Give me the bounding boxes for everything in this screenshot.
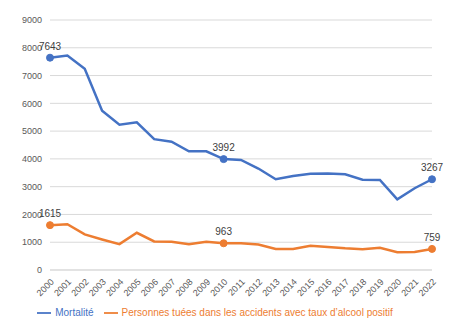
svg-text:2016: 2016 — [313, 277, 334, 298]
svg-text:2010: 2010 — [208, 277, 229, 298]
svg-text:6000: 6000 — [22, 99, 42, 109]
svg-text:2020: 2020 — [382, 277, 403, 298]
svg-text:2000: 2000 — [35, 277, 56, 298]
svg-text:2011: 2011 — [226, 277, 247, 298]
svg-text:2019: 2019 — [365, 277, 386, 298]
svg-text:759: 759 — [424, 232, 441, 243]
svg-text:2003: 2003 — [87, 277, 108, 298]
svg-text:3992: 3992 — [213, 142, 236, 153]
svg-text:2006: 2006 — [139, 277, 160, 298]
svg-text:2002: 2002 — [69, 277, 90, 298]
svg-text:2015: 2015 — [295, 277, 316, 298]
html-text:Personnes tuées dans les accid: Personnes tuées dans les accidents avec … — [121, 306, 393, 318]
svg-text:2001: 2001 — [52, 277, 73, 298]
svg-text:2014: 2014 — [278, 277, 299, 298]
svg-text:7000: 7000 — [22, 71, 42, 81]
svg-text:0: 0 — [37, 265, 42, 275]
svg-text:2013: 2013 — [260, 277, 281, 298]
svg-text:2000: 2000 — [22, 209, 42, 220]
svg-text:2017: 2017 — [330, 277, 351, 298]
svg-text:2005: 2005 — [122, 277, 143, 298]
svg-text:2004: 2004 — [104, 277, 125, 298]
svg-text:9000: 9000 — [22, 15, 42, 25]
svg-text:5000: 5000 — [22, 126, 42, 136]
svg-text:3000: 3000 — [22, 182, 42, 192]
svg-text:2021: 2021 — [399, 277, 420, 298]
svg-text:2008: 2008 — [174, 277, 195, 298]
svg-text:3267: 3267 — [421, 162, 444, 173]
svg-text:2012: 2012 — [243, 277, 264, 298]
svg-text:4000: 4000 — [22, 154, 42, 164]
svg-text:2018: 2018 — [347, 277, 368, 298]
svg-text:7643: 7643 — [39, 41, 62, 52]
svg-text:2007: 2007 — [156, 277, 177, 298]
svg-text:963: 963 — [215, 226, 232, 237]
svg-text:8000: 8000 — [22, 43, 42, 53]
svg-text:1000: 1000 — [22, 237, 42, 247]
svg-text:1615: 1615 — [39, 208, 62, 219]
svg-text:2009: 2009 — [191, 277, 212, 298]
svg-text:2022: 2022 — [417, 277, 438, 298]
html-text:Mortalité: Mortalité — [55, 306, 94, 318]
